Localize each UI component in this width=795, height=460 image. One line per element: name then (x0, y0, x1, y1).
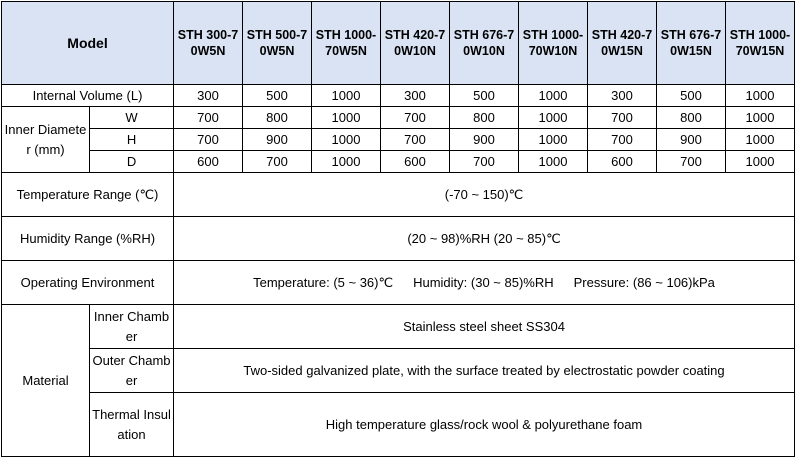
env-item: Pressure: (86 ~ 106)kPa (573, 274, 715, 290)
table-row: Model STH 300-70W5N STH 500-70W5N STH 1000-… (0, 1, 795, 85)
row-label: Humidity Range (%RH) (0, 216, 175, 261)
value-cell: 700 (173, 106, 244, 129)
value-cell: 700 (656, 150, 727, 173)
value-cell: 1000 (725, 84, 795, 107)
row-label: Internal Volume (L) (0, 84, 175, 107)
dim-label: H (88, 128, 175, 151)
value-cell: 900 (242, 128, 313, 151)
model-header: STH 420-70W15N (587, 1, 658, 85)
table-row: D 600 700 1000 600 700 1000 600 700 1000 (2, 150, 795, 173)
value-cell: 1000 (725, 150, 795, 173)
value-cell: High temperature glass/rock wool & polyu… (173, 392, 795, 457)
value-cell: 1000 (518, 84, 589, 107)
value-cell: 300 (380, 84, 451, 107)
env-cell: Temperature: (5 ~ 36)℃ Humidity: (30 ~ 85… (173, 260, 795, 305)
dim-label: D (88, 150, 175, 173)
value-cell: 600 (587, 150, 658, 173)
value-cell: 1000 (518, 106, 589, 129)
value-cell: 1000 (725, 106, 795, 129)
value-cell: 1000 (311, 106, 382, 129)
value-cell: 1000 (311, 128, 382, 151)
model-header: STH 676-70W15N (656, 1, 727, 85)
dim-label: W (88, 106, 175, 129)
table-row: Outer Chamber Two-sided galvanized plate,… (2, 348, 795, 393)
value-cell: 700 (173, 128, 244, 151)
value-cell: 700 (587, 106, 658, 129)
value-cell: 1000 (518, 128, 589, 151)
table-row: Operating Environment Temperature: (5 ~ 3… (0, 260, 795, 305)
value-cell: 500 (449, 84, 520, 107)
value-cell: 700 (449, 150, 520, 173)
table-row: Temperature Range (℃) (-70 ~ 150)℃ (0, 172, 795, 217)
row-label: Temperature Range (℃) (0, 172, 175, 217)
table-row: H 700 900 1000 700 900 1000 700 900 1000 (2, 128, 795, 151)
model-header: STH 1000-70W15N (725, 1, 795, 85)
value-cell: 700 (587, 128, 658, 151)
value-cell: 1000 (311, 84, 382, 107)
value-cell: 800 (449, 106, 520, 129)
value-cell: 900 (656, 128, 727, 151)
env-item: Temperature: (5 ~ 36)℃ (253, 274, 394, 290)
row-label: Material (1, 304, 90, 457)
table-row: Humidity Range (%RH) (20 ~ 98)%RH (20 ~ 8… (0, 216, 795, 261)
value-cell: 800 (242, 106, 313, 129)
table-row: Internal Volume (L) 300 500 1000 300 500 1000 3… (0, 84, 795, 107)
sub-label: Inner Chamber (88, 304, 175, 349)
value-cell: 800 (656, 106, 727, 129)
value-cell: 300 (587, 84, 658, 107)
model-header: STH 500-70W5N (242, 1, 313, 85)
value-cell: 700 (380, 106, 451, 129)
value-cell: 500 (656, 84, 727, 107)
model-header: STH 676-70W10N (449, 1, 520, 85)
sub-label: Outer Chamber (88, 348, 175, 393)
model-header: STH 1000-70W5N (311, 1, 382, 85)
value-cell: 1000 (311, 150, 382, 173)
value-cell: 900 (449, 128, 520, 151)
model-header: STH 300-70W5N (173, 1, 244, 85)
env-item: Humidity: (30 ~ 85)%RH (413, 274, 554, 290)
value-cell: 600 (380, 150, 451, 173)
value-cell: 500 (242, 84, 313, 107)
row-label: Operating Environment (0, 260, 175, 305)
value-cell: Two-sided galvanized plate, with the sur… (173, 348, 795, 393)
table-row: Thermal Insulation High temperature glass… (2, 392, 795, 457)
value-cell: 700 (242, 150, 313, 173)
row-label: Inner Diameter (mm) (1, 106, 90, 173)
header-label: Model (0, 1, 175, 85)
table-row: Inner Diameter (mm) W 700 800 1000 700 800 1000… (1, 106, 795, 173)
value-cell: (-70 ~ 150)℃ (173, 172, 795, 217)
value-cell: 300 (173, 84, 244, 107)
model-header: STH 1000-70W10N (518, 1, 589, 85)
value-cell: 1000 (725, 128, 795, 151)
value-cell: (20 ~ 98)%RH (20 ~ 85)℃ (173, 216, 795, 261)
model-header: STH 420-70W10N (380, 1, 451, 85)
sub-label: Thermal Insulation (88, 392, 175, 457)
table-row: Material Inner Chamber Stainless steel she… (1, 304, 795, 457)
value-cell: 1000 (518, 150, 589, 173)
value-cell: 600 (173, 150, 244, 173)
value-cell: Stainless steel sheet SS304 (173, 304, 795, 349)
value-cell: 700 (380, 128, 451, 151)
